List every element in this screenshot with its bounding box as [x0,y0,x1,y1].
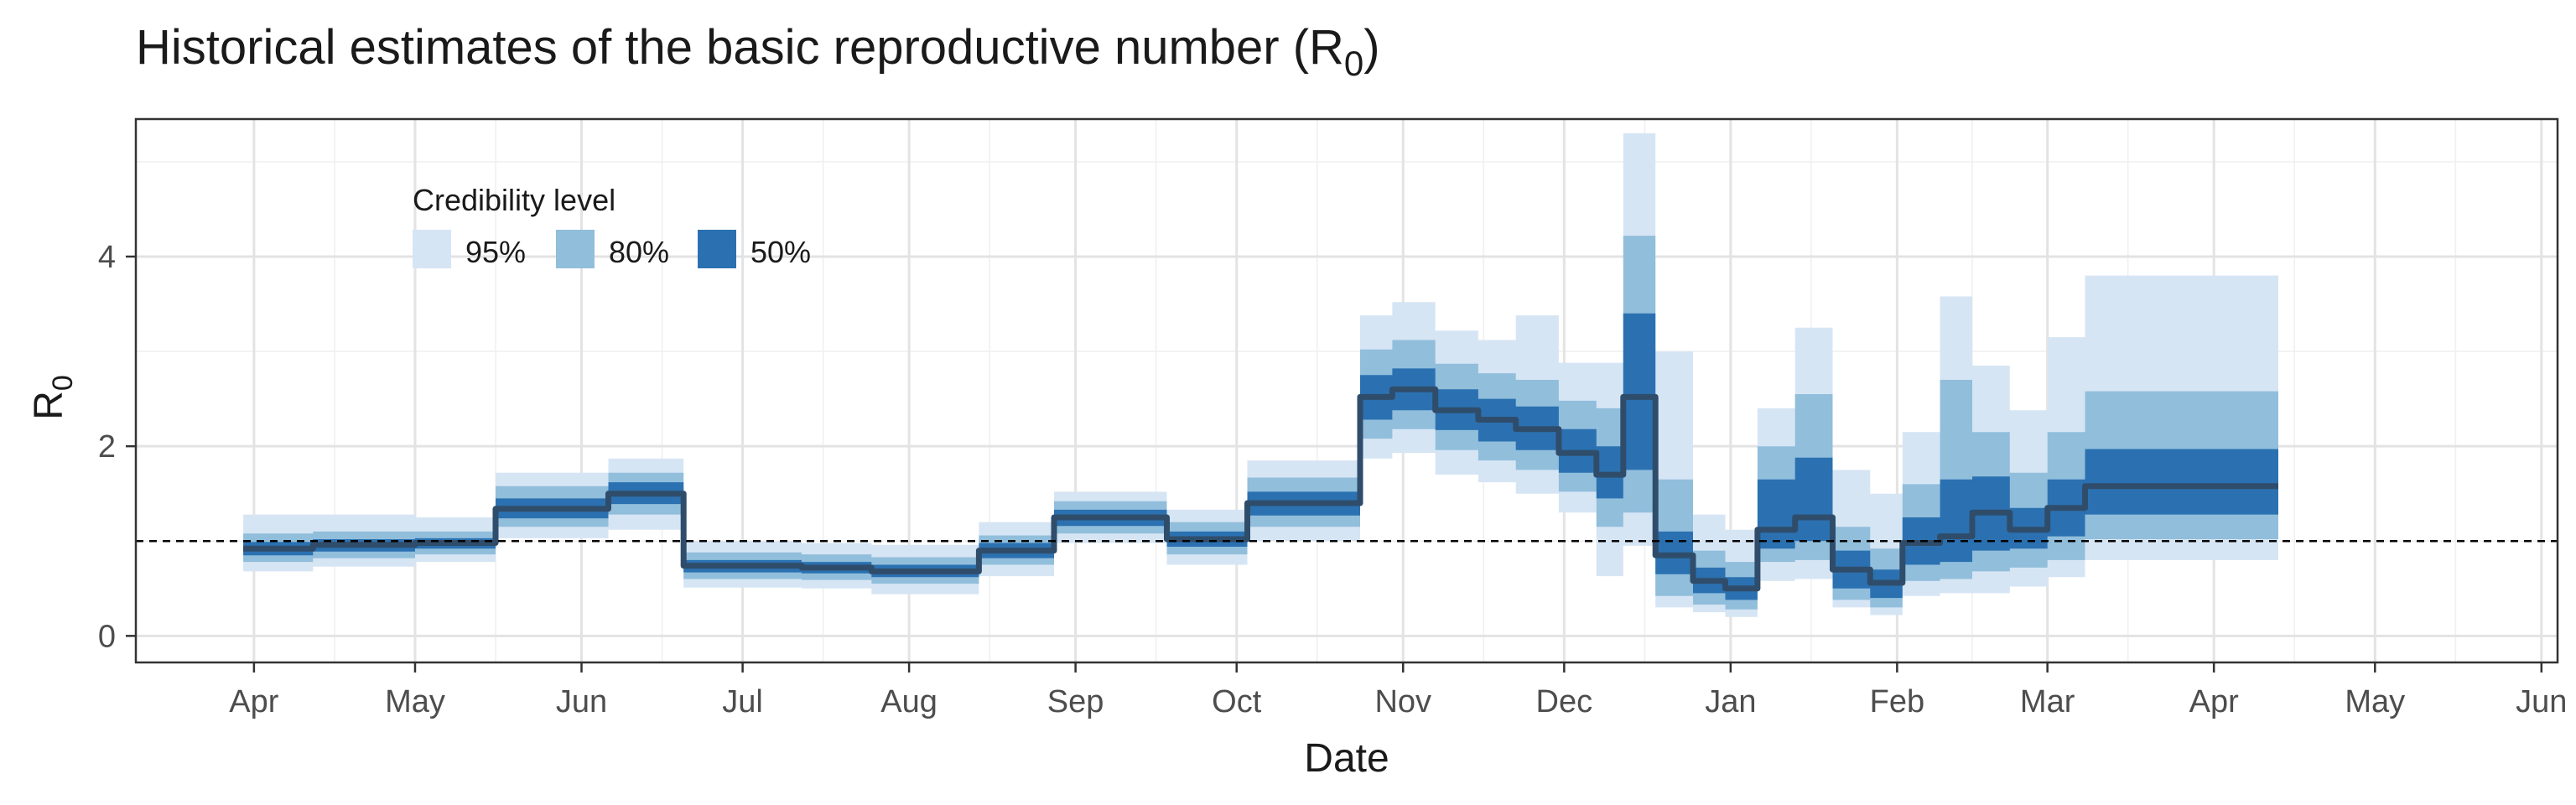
x-tick-label: Jul [722,684,763,719]
legend-key [556,230,595,268]
y-axis-label-group: R0 [27,375,79,420]
x-tick-label: Jan [1705,684,1756,719]
x-tick-label: Jun [556,684,607,719]
x-axis-ticks: Apr May Jun Jul Aug Sep Oct Nov Dec Jan Feb Mar Apr M… [229,662,2567,719]
x-tick-label: Aug [880,684,937,719]
x-tick-label: Feb [1870,684,1924,719]
x-tick-label: May [385,684,445,719]
median-line-group [243,386,2278,592]
x-tick-label: May [2345,684,2405,719]
y-axis-ticks: 0 2 4 [98,240,136,654]
legend: Credibility level 95% 80% 50% [413,183,811,269]
x-tick-label: Nov [1374,684,1431,719]
chart-title: Historical estimates of the basic reprod… [136,20,1380,83]
y-tick-label: 2 [98,429,116,465]
x-tick-label: Jun [2516,684,2567,719]
legend-title: Credibility level [413,183,615,217]
y-axis-label: R0 [27,375,79,420]
legend-label: 50% [750,235,811,269]
plot-panel-border [134,117,2559,664]
x-tick-label: Mar [2020,684,2075,719]
y-tick-label: 4 [98,240,116,275]
x-tick-label: Apr [229,684,278,719]
y-tick-label: 0 [98,619,116,654]
x-tick-label: Oct [1212,684,1262,719]
x-axis-label: Date [1304,736,1389,781]
median-line [243,386,2278,592]
x-tick-label: Sep [1047,684,1104,719]
legend-label: 80% [609,235,669,269]
legend-key [698,230,736,268]
x-tick-label: Apr [2189,684,2239,719]
x-tick-label: Dec [1536,684,1593,719]
legend-key [413,230,451,268]
legend-label: 95% [465,235,526,269]
